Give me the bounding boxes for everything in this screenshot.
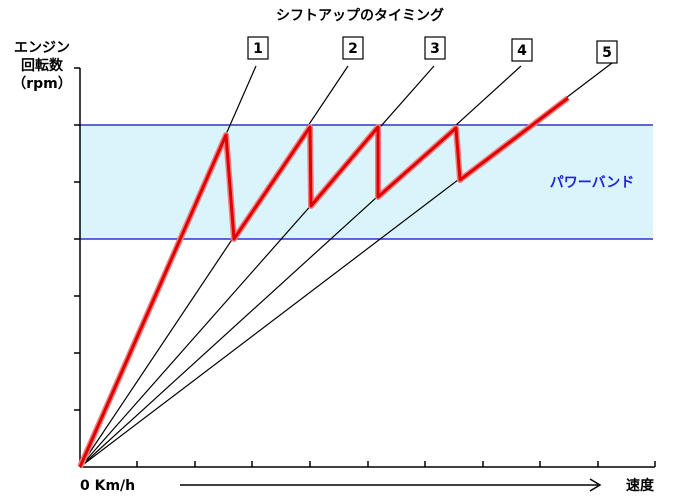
title: シフトアップのタイミング [276,7,444,24]
gear-box [424,36,446,60]
x-axis-label: 速度 [626,477,655,494]
gear-label: 5 [602,45,612,61]
y-axis-label: 回転数 [21,57,64,74]
gear-label: 1 [253,41,263,57]
x-origin-label: 0 Km/h [80,478,135,494]
gear-labels: 1 2 3 4 5 [247,36,618,64]
gear-label: 2 [348,41,358,57]
x-arrow-head [589,478,602,492]
gear-label: 4 [517,43,527,59]
band-label: パワーバンド [550,175,635,191]
gear-box [511,38,533,62]
y-axis-label: エンジン [14,40,70,56]
rpm-path [78,96,569,468]
y-axis-label: （rpm） [12,76,72,92]
gear-box [247,36,269,60]
ticks [74,67,656,467]
gear-box [342,36,364,60]
gear-label: 3 [430,41,440,57]
gear-box [596,40,618,64]
